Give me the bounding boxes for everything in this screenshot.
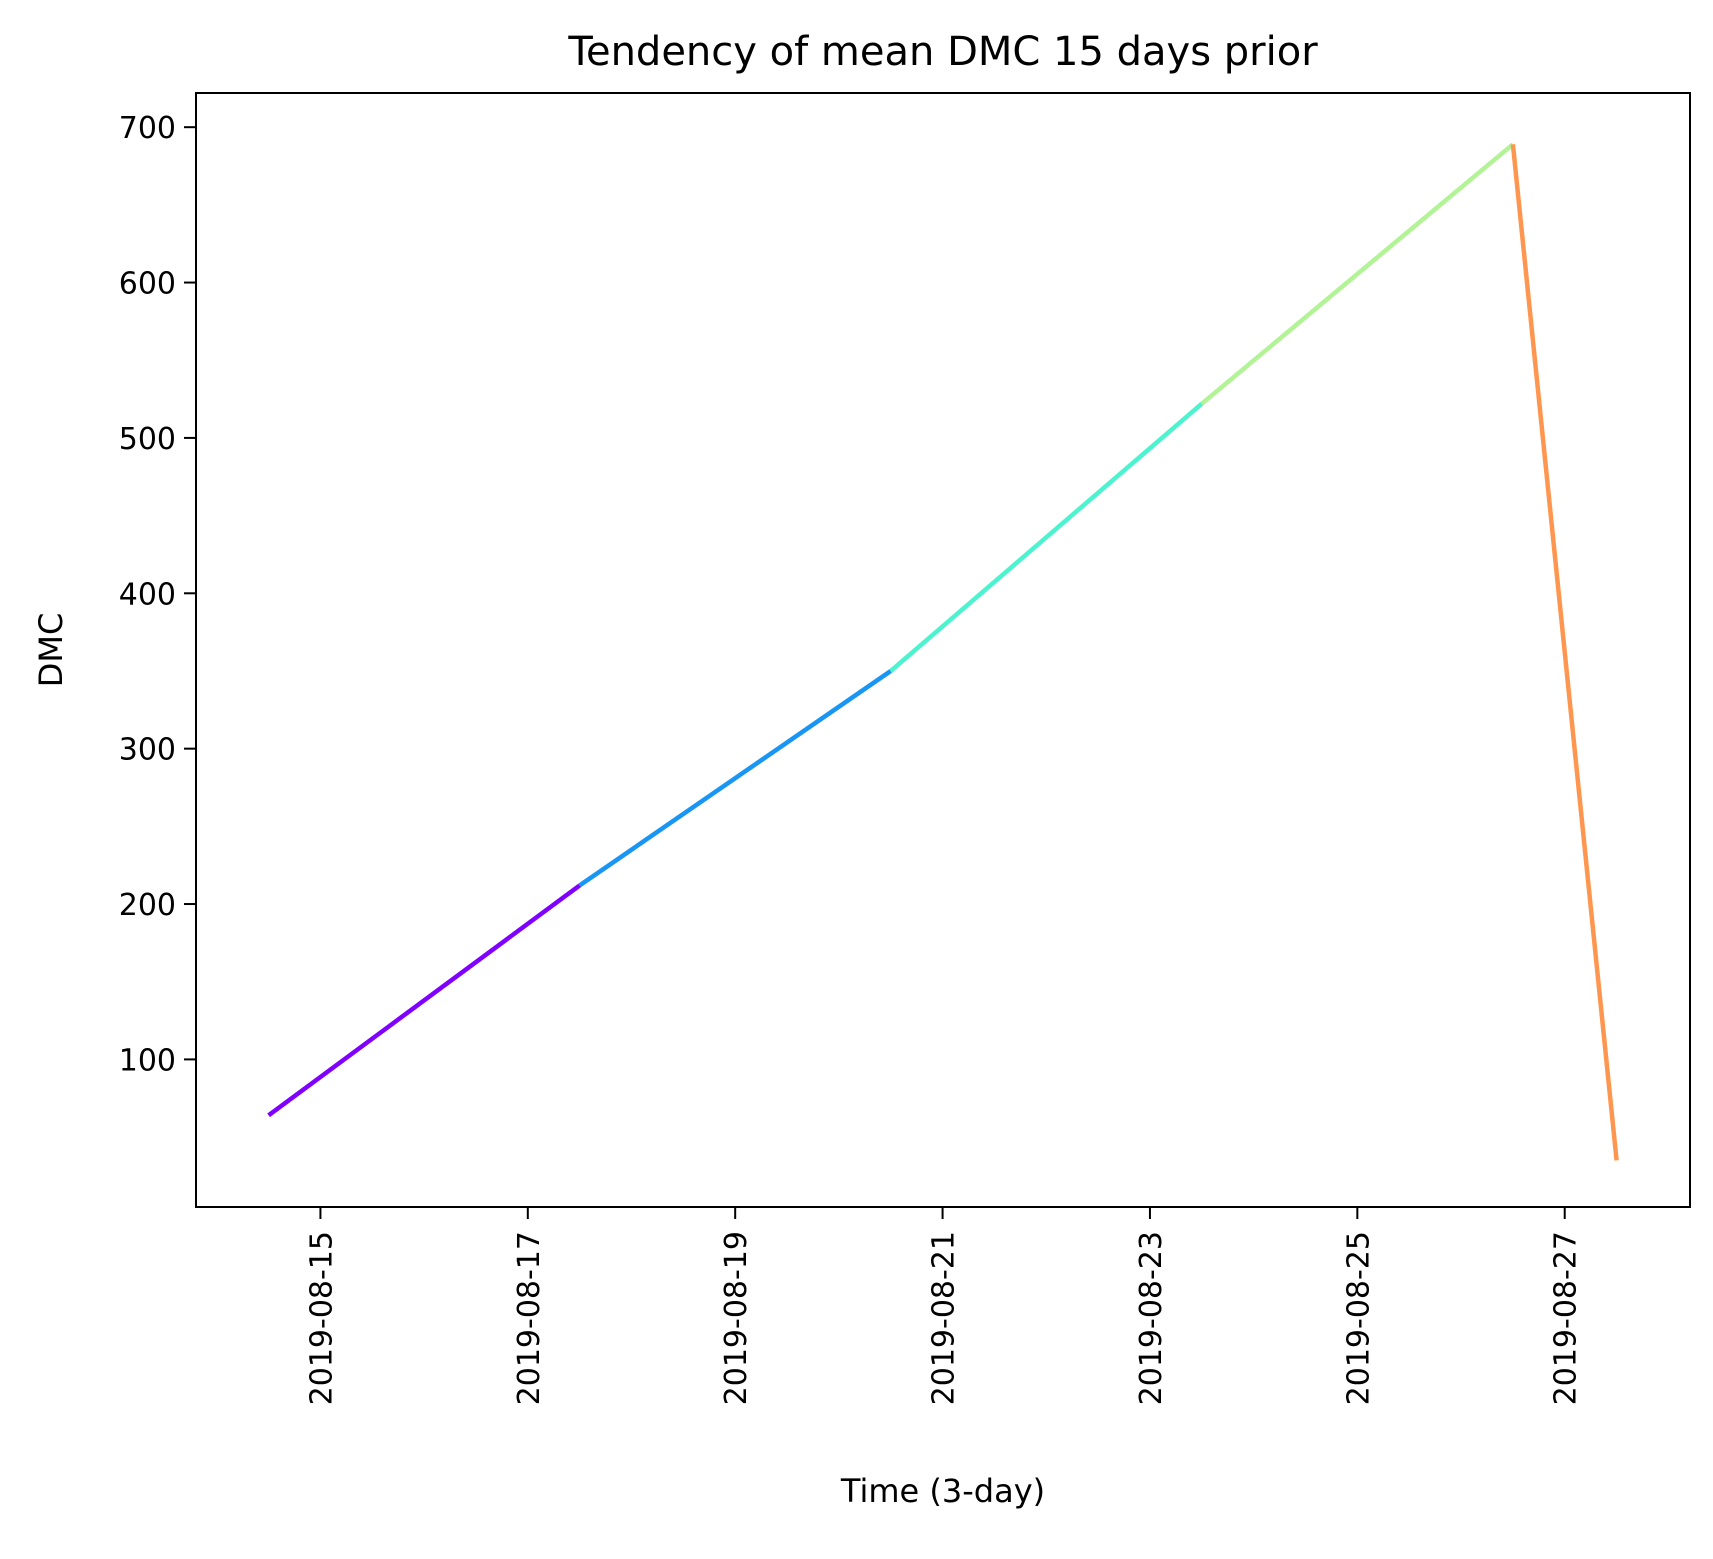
x-axis-label: Time (3-day) xyxy=(840,1472,1045,1510)
x-tick-label: 2019-08-27 xyxy=(1549,1231,1584,1405)
chart-title: Tendency of mean DMC 15 days prior xyxy=(567,29,1318,75)
x-tick-label: 2019-08-25 xyxy=(1341,1231,1376,1405)
y-tick-label: 700 xyxy=(119,111,176,146)
series-segment-1 xyxy=(267,883,582,1118)
x-tick-label: 2019-08-21 xyxy=(927,1231,962,1405)
series-segment-2 xyxy=(578,669,892,888)
y-tick-label: 600 xyxy=(119,267,176,302)
y-tick-label: 300 xyxy=(119,733,176,768)
y-tick-label: 100 xyxy=(119,1043,176,1078)
x-tick-label: 2019-08-19 xyxy=(719,1231,754,1405)
series-segment-4 xyxy=(1200,142,1515,406)
y-axis-label: DMC xyxy=(32,613,70,688)
y-axis: 100 200 300 400 500 600 700 xyxy=(119,111,196,1078)
y-tick-label: 500 xyxy=(119,422,176,457)
x-tick-label: 2019-08-17 xyxy=(512,1231,547,1405)
x-tick-label: 2019-08-23 xyxy=(1134,1231,1169,1405)
y-tick-label: 200 xyxy=(119,888,176,923)
series-layer xyxy=(267,142,1619,1161)
x-axis: 2019-08-15 2019-08-17 2019-08-19 2019-08-21… xyxy=(304,1207,1584,1405)
series-segment-5 xyxy=(1510,144,1619,1161)
x-tick-label: 2019-08-15 xyxy=(304,1231,339,1405)
series-segment-3 xyxy=(889,401,1204,673)
plot-frame xyxy=(195,92,1691,1208)
y-tick-label: 400 xyxy=(119,577,176,612)
